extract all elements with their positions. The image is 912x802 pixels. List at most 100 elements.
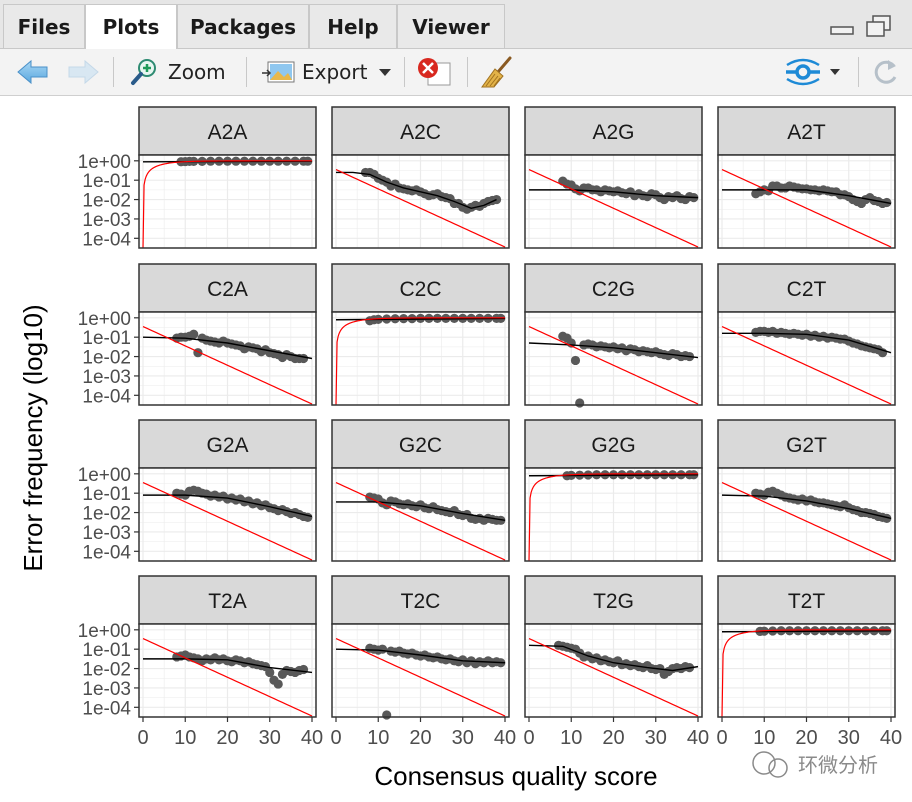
facet-panel: C2T xyxy=(717,263,896,406)
panel-border xyxy=(138,311,317,406)
remove-plot-button[interactable] xyxy=(416,55,454,89)
y-tick-label: 1e-04 xyxy=(82,542,131,563)
y-tick-label: 1e+00 xyxy=(78,309,131,330)
minimize-pane-button[interactable] xyxy=(828,14,856,38)
data-point xyxy=(570,355,581,366)
nominal-q-line xyxy=(721,629,892,718)
tab-files[interactable]: Files xyxy=(3,4,85,48)
facet-strip-label: T2G xyxy=(593,590,634,613)
fitted-error-line xyxy=(528,644,699,672)
facet-panel: C2A xyxy=(138,263,317,406)
nominal-q-line xyxy=(528,325,699,405)
tab-files-label: Files xyxy=(17,14,71,39)
export-button[interactable]: Export xyxy=(262,55,393,89)
watermark-logo-icon xyxy=(752,751,776,775)
facet-strip xyxy=(138,575,317,625)
nominal-q-line xyxy=(335,481,506,561)
y-tick-label: 1e-04 xyxy=(82,698,131,719)
tab-viewer-label: Viewer xyxy=(412,14,490,39)
facet-panel: G2C xyxy=(331,419,510,562)
fitted-error-line xyxy=(336,501,506,522)
zoom-button[interactable]: Zoom xyxy=(130,55,226,89)
x-tick-label: 10 xyxy=(174,727,196,749)
y-tick-label: 1e-01 xyxy=(82,171,131,192)
facet-strip-label: C2T xyxy=(787,278,827,301)
forward-button[interactable] xyxy=(66,55,100,89)
nominal-q-line xyxy=(528,473,699,562)
facet-strip xyxy=(717,263,896,313)
toolbar-separator xyxy=(246,57,247,87)
y-tick-label: 1e-04 xyxy=(82,386,131,407)
facet-strip-label: G2A xyxy=(206,434,248,457)
tab-plots[interactable]: Plots xyxy=(85,4,177,49)
data-point xyxy=(298,664,309,675)
broom-icon xyxy=(481,56,512,88)
facet-panel: T2T xyxy=(717,575,896,718)
panel-border xyxy=(138,467,317,562)
fitted-error-line xyxy=(721,630,892,633)
tab-help[interactable]: Help xyxy=(309,4,397,48)
plots-toolbar: Zoom Export xyxy=(0,49,912,96)
arrow-right-icon xyxy=(68,59,99,85)
facet-strip xyxy=(717,575,896,625)
x-tick-label: 10 xyxy=(367,727,389,749)
fitted-error-line xyxy=(143,658,313,674)
y-tick-label: 1e-02 xyxy=(82,348,131,369)
facet-strip xyxy=(524,106,703,156)
facet-panel: G2T xyxy=(717,419,896,562)
tab-viewer[interactable]: Viewer xyxy=(397,4,505,48)
facet-panel: A2A xyxy=(138,106,317,249)
y-tick-label: 1e+00 xyxy=(78,152,131,173)
refresh-button[interactable] xyxy=(870,55,900,89)
facet-strip xyxy=(331,575,510,625)
x-tick-label: 10 xyxy=(560,727,582,749)
publish-button[interactable] xyxy=(784,55,842,89)
back-button[interactable] xyxy=(16,55,50,89)
zoom-label: Zoom xyxy=(168,60,226,84)
data-point xyxy=(575,398,585,408)
publish-icon xyxy=(786,58,820,86)
y-tick-label: 1e+00 xyxy=(78,465,131,486)
toolbar-separator xyxy=(404,57,405,87)
facet-strip xyxy=(138,263,317,313)
panel-border xyxy=(524,467,703,562)
watermark: 环微分析 xyxy=(752,751,878,778)
facet-strip-label: A2A xyxy=(208,121,248,144)
data-point xyxy=(882,513,892,523)
tab-plots-label: Plots xyxy=(102,15,160,39)
chevron-down-icon xyxy=(379,69,392,76)
maximize-icon xyxy=(866,15,891,37)
nominal-q-line xyxy=(142,481,313,561)
panel-border xyxy=(524,311,703,406)
export-label: Export xyxy=(302,60,368,84)
x-tick-label: 30 xyxy=(259,727,281,749)
x-tick-label: 0 xyxy=(716,727,727,749)
nominal-q-line xyxy=(335,168,506,248)
arrow-left-icon xyxy=(17,59,48,85)
y-tick-label: 1e-02 xyxy=(82,191,131,212)
y-tick-label: 1e-02 xyxy=(82,660,131,681)
nominal-q-line xyxy=(528,637,699,717)
facet-strip xyxy=(331,263,510,313)
x-tick-label: 0 xyxy=(137,727,148,749)
tab-packages[interactable]: Packages xyxy=(177,4,309,48)
data-point xyxy=(298,353,309,364)
minimize-icon xyxy=(830,26,854,35)
x-tick-label: 0 xyxy=(523,727,534,749)
y-tick-label: 1e-01 xyxy=(82,328,131,349)
fitted-error-line xyxy=(335,648,506,664)
maximize-pane-button[interactable] xyxy=(864,14,892,38)
x-tick-label: 20 xyxy=(795,727,817,749)
watermark-text: 环微分析 xyxy=(798,753,878,777)
nominal-q-line xyxy=(335,637,506,717)
facet-strip xyxy=(331,106,510,156)
error-rates-faceted-plot: A2A A2C A2G A2T C2A C2C C2G C2T G2A G2C G2G G2T T2A T… xyxy=(18,106,902,791)
clear-all-plots-button[interactable] xyxy=(480,55,514,89)
facet-strip-label: T2A xyxy=(208,590,247,613)
x-tick-label: 30 xyxy=(838,727,860,749)
nominal-q-line xyxy=(142,637,313,717)
x-tick-label: 20 xyxy=(216,727,238,749)
nominal-q-line xyxy=(721,168,892,248)
fitted-error-line xyxy=(336,171,497,210)
x-tick-label: 30 xyxy=(645,727,667,749)
